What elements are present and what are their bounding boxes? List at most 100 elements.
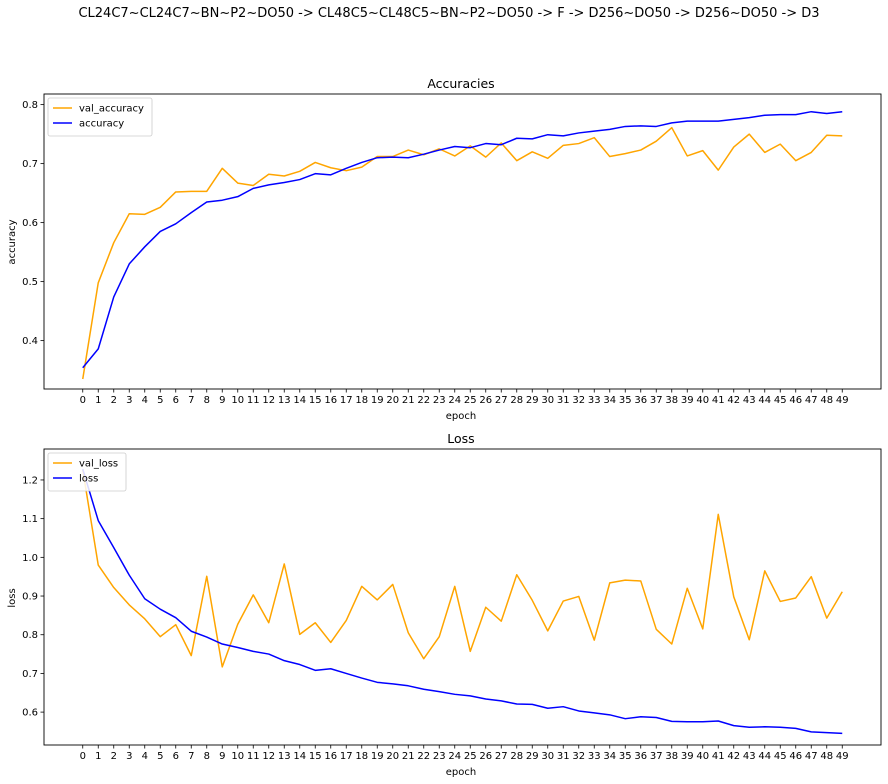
accuracy-series-val-accuracy	[82, 126, 843, 380]
loss-x-tick-label: 47	[805, 751, 818, 762]
loss-x-tick-label: 44	[758, 751, 771, 762]
accuracy-x-tick-label: 36	[634, 395, 647, 406]
loss-x-tick-label: 9	[219, 751, 225, 762]
loss-x-tick-label: 39	[681, 751, 694, 762]
accuracy-x-tick-label: 9	[219, 395, 225, 406]
loss-x-tick-label: 42	[727, 751, 740, 762]
loss-x-tick-label: 41	[712, 751, 725, 762]
accuracy-y-tick-label: 0.6	[22, 218, 38, 229]
loss-x-tick-label: 14	[293, 751, 306, 762]
loss-x-tick-label: 49	[836, 751, 849, 762]
loss-y-tick-label: 1.2	[22, 475, 38, 486]
loss-x-tick-label: 40	[696, 751, 709, 762]
accuracy-x-tick-label: 20	[386, 395, 399, 406]
loss-x-tick-label: 13	[278, 751, 291, 762]
loss-x-tick-label: 10	[231, 751, 244, 762]
accuracy-x-tick-label: 16	[324, 395, 337, 406]
accuracy-x-tick-label: 10	[231, 395, 244, 406]
loss-x-tick-label: 2	[111, 751, 117, 762]
loss-x-tick-label: 35	[619, 751, 632, 762]
accuracy-y-tick-label: 0.5	[22, 277, 38, 288]
accuracy-axis-ticks: 0 1 2 3 4 5 6 7 8 9 10 11 12 13 14 15 16 17 18 19 20 21 22 23 24…	[22, 100, 849, 406]
loss-x-tick-label: 25	[464, 751, 477, 762]
loss-series-lines	[82, 468, 843, 735]
loss-x-tick-label: 15	[309, 751, 322, 762]
accuracy-x-tick-label: 29	[526, 395, 539, 406]
loss-x-tick-label: 8	[204, 751, 210, 762]
accuracy-x-tick-label: 48	[820, 395, 833, 406]
loss-x-tick-label: 21	[402, 751, 415, 762]
figure-suptitle: CL24C7~CL24C7~BN~P2~DO50 -> CL48C5~CL48C…	[78, 6, 819, 21]
accuracy-x-tick-label: 14	[293, 395, 306, 406]
accuracy-plot: Accuracies epoch accuracy 0 1 2 3 4 5 6 7 8 9 10 11…	[7, 76, 882, 422]
loss-x-tick-label: 46	[789, 751, 802, 762]
loss-x-tick-label: 28	[510, 751, 523, 762]
accuracy-plot-title: Accuracies	[427, 76, 494, 91]
loss-x-tick-label: 22	[417, 751, 430, 762]
loss-x-tick-label: 12	[262, 751, 275, 762]
accuracy-x-tick-label: 32	[572, 395, 585, 406]
loss-x-tick-label: 37	[650, 751, 663, 762]
accuracy-x-tick-label: 24	[448, 395, 461, 406]
accuracy-series-lines	[82, 110, 843, 380]
loss-x-tick-label: 17	[340, 751, 353, 762]
loss-plot-title: Loss	[447, 431, 474, 446]
loss-y-tick-label: 0.8	[22, 630, 38, 641]
loss-x-tick-label: 27	[495, 751, 508, 762]
accuracy-x-tick-label: 40	[696, 395, 709, 406]
accuracy-x-tick-label: 30	[541, 395, 554, 406]
loss-x-tick-label: 43	[743, 751, 756, 762]
loss-x-tick-label: 5	[157, 751, 163, 762]
loss-y-tick-label: 1.0	[22, 553, 38, 564]
accuracy-x-tick-label: 38	[665, 395, 678, 406]
loss-y-tick-label: 0.6	[22, 708, 38, 719]
loss-y-tick-label: 1.1	[22, 514, 38, 525]
accuracy-y-tick-label: 0.7	[22, 159, 38, 170]
accuracy-plot-frame	[43, 93, 882, 390]
loss-x-tick-label: 20	[386, 751, 399, 762]
accuracy-x-tick-label: 27	[495, 395, 508, 406]
accuracy-x-tick-label: 17	[340, 395, 353, 406]
accuracy-x-tick-label: 1	[95, 395, 101, 406]
accuracy-x-tick-label: 28	[510, 395, 523, 406]
accuracy-x-tick-label: 13	[278, 395, 291, 406]
loss-x-tick-label: 1	[95, 751, 101, 762]
accuracy-x-tick-label: 23	[433, 395, 446, 406]
loss-axis-ticks: 0 1 2 3 4 5 6 7 8 9 10 11 12 13 14 15 16 17 18 19 20 21 22 23 24…	[22, 475, 849, 762]
loss-series-loss	[82, 468, 843, 735]
accuracy-x-tick-label: 49	[836, 395, 849, 406]
accuracy-x-tick-label: 15	[309, 395, 322, 406]
loss-x-tick-label: 34	[603, 751, 616, 762]
accuracy-x-tick-label: 5	[157, 395, 163, 406]
loss-x-tick-label: 31	[557, 751, 570, 762]
loss-plot-frame	[43, 448, 882, 746]
loss-x-tick-label: 26	[479, 751, 492, 762]
loss-x-tick-label: 38	[665, 751, 678, 762]
accuracy-x-tick-label: 45	[774, 395, 787, 406]
loss-x-tick-label: 23	[433, 751, 446, 762]
accuracy-legend-label: val_accuracy	[79, 104, 144, 115]
loss-x-tick-label: 11	[247, 751, 260, 762]
loss-x-axis-label: epoch	[446, 767, 476, 778]
accuracy-x-tick-label: 33	[588, 395, 601, 406]
accuracy-x-tick-label: 31	[557, 395, 570, 406]
loss-x-tick-label: 45	[774, 751, 787, 762]
loss-x-tick-label: 16	[324, 751, 337, 762]
accuracy-x-tick-label: 26	[479, 395, 492, 406]
accuracy-x-tick-label: 19	[371, 395, 384, 406]
loss-x-tick-label: 33	[588, 751, 601, 762]
accuracy-x-tick-label: 43	[743, 395, 756, 406]
accuracy-x-tick-label: 21	[402, 395, 415, 406]
accuracy-x-tick-label: 0	[80, 395, 86, 406]
loss-y-axis-label: loss	[7, 588, 18, 607]
accuracy-x-tick-label: 3	[126, 395, 132, 406]
accuracy-x-tick-label: 4	[142, 395, 148, 406]
accuracy-x-tick-label: 41	[712, 395, 725, 406]
accuracy-x-tick-label: 8	[204, 395, 210, 406]
accuracy-x-tick-label: 39	[681, 395, 694, 406]
accuracy-x-tick-label: 37	[650, 395, 663, 406]
accuracy-x-tick-label: 34	[603, 395, 616, 406]
accuracy-x-tick-label: 2	[111, 395, 117, 406]
